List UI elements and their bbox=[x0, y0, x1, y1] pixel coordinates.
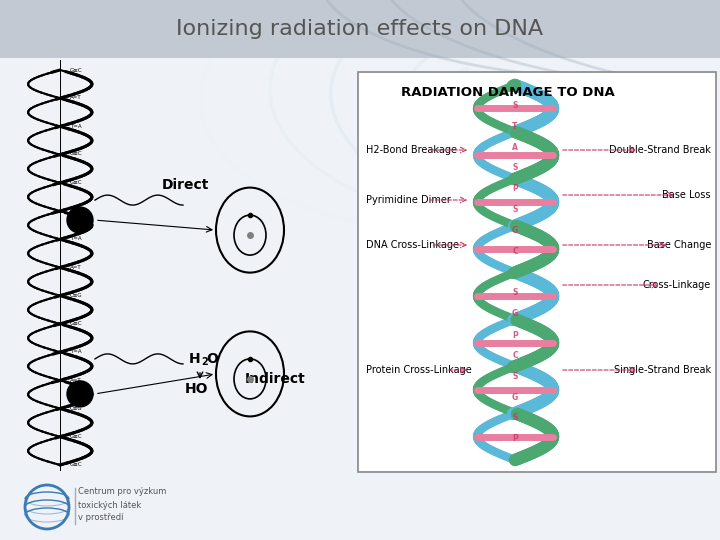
Text: A=T: A=T bbox=[70, 208, 81, 213]
Text: H2-Bond Breakage: H2-Bond Breakage bbox=[366, 145, 457, 155]
Text: Protein Cross-Linkage: Protein Cross-Linkage bbox=[366, 365, 472, 375]
Text: A=T: A=T bbox=[70, 378, 81, 383]
Text: T=A: T=A bbox=[70, 349, 81, 354]
Text: S: S bbox=[513, 206, 518, 214]
Text: G≡C: G≡C bbox=[70, 321, 83, 326]
Text: Indirect: Indirect bbox=[245, 372, 305, 386]
Text: RADIATION DAMAGE TO DNA: RADIATION DAMAGE TO DNA bbox=[402, 85, 615, 98]
Text: C: C bbox=[512, 247, 518, 256]
Text: P: P bbox=[512, 434, 518, 443]
Text: v prostředí: v prostředí bbox=[78, 514, 124, 523]
Text: S: S bbox=[513, 101, 518, 110]
Text: A=T: A=T bbox=[70, 265, 81, 269]
Circle shape bbox=[67, 381, 93, 407]
Text: G: G bbox=[512, 309, 518, 318]
Text: G≡C: G≡C bbox=[70, 462, 83, 468]
Text: P: P bbox=[512, 184, 518, 193]
Text: P: P bbox=[512, 330, 518, 340]
Text: Double-Strand Break: Double-Strand Break bbox=[609, 145, 711, 155]
Text: G≡C: G≡C bbox=[70, 68, 83, 72]
Text: Single-Strand Break: Single-Strand Break bbox=[614, 365, 711, 375]
Text: DNA Cross-Linkage: DNA Cross-Linkage bbox=[366, 240, 459, 250]
Text: Pyrimidine Dimer: Pyrimidine Dimer bbox=[366, 195, 451, 205]
Text: Centrum pro výzkum: Centrum pro výzkum bbox=[78, 488, 166, 496]
Text: C≡G: C≡G bbox=[70, 293, 83, 298]
Bar bbox=[0, 0, 720, 58]
Text: Cross-Linkage: Cross-Linkage bbox=[643, 280, 711, 290]
Text: HO: HO bbox=[185, 382, 209, 396]
Text: S: S bbox=[513, 372, 518, 381]
Bar bbox=[358, 72, 716, 472]
Text: H: H bbox=[189, 352, 201, 366]
Bar bbox=[0, 58, 720, 540]
Text: G≡C: G≡C bbox=[70, 434, 83, 439]
Text: G≡C: G≡C bbox=[70, 151, 83, 157]
Text: Base Change: Base Change bbox=[647, 240, 711, 250]
Text: T=A: T=A bbox=[70, 124, 81, 129]
Text: S: S bbox=[513, 413, 518, 422]
Text: S: S bbox=[513, 288, 518, 297]
Text: A=T: A=T bbox=[70, 95, 81, 100]
Text: A: A bbox=[512, 143, 518, 152]
Text: Ionizing radiation effects on DNA: Ionizing radiation effects on DNA bbox=[176, 19, 544, 39]
Text: O: O bbox=[206, 352, 218, 366]
Text: G: G bbox=[512, 393, 518, 402]
Text: C: C bbox=[512, 351, 518, 360]
Text: Base Loss: Base Loss bbox=[662, 190, 711, 200]
Text: T=A: T=A bbox=[70, 236, 81, 241]
Text: G: G bbox=[512, 226, 518, 235]
Text: Direct: Direct bbox=[161, 178, 209, 192]
Text: toxických látek: toxických látek bbox=[78, 501, 141, 510]
Text: C≡G: C≡G bbox=[70, 406, 83, 410]
Text: G≡C: G≡C bbox=[70, 180, 83, 185]
Text: T: T bbox=[513, 122, 518, 131]
Circle shape bbox=[67, 207, 93, 233]
Text: 2: 2 bbox=[202, 357, 208, 367]
Text: S: S bbox=[513, 163, 518, 172]
